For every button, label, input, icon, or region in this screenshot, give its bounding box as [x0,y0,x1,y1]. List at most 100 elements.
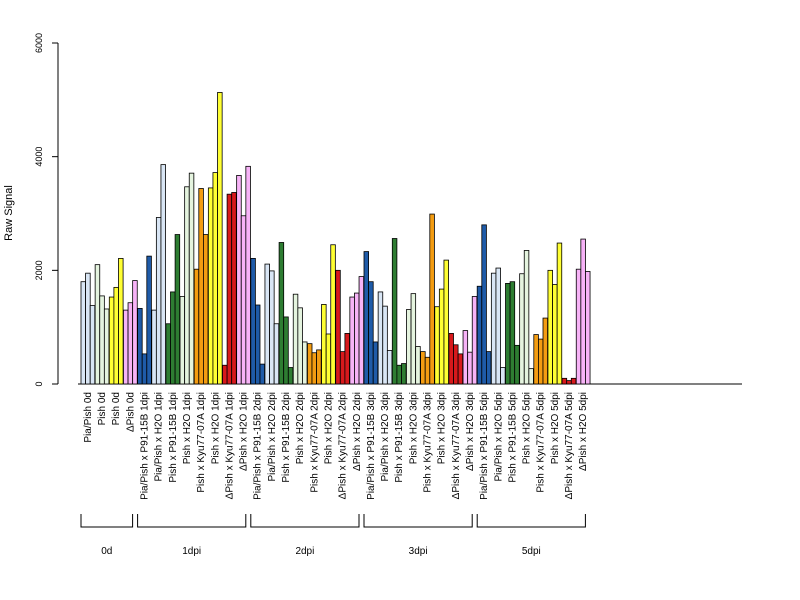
y-tick-label: 4000 [34,147,44,167]
bar [438,288,445,385]
bar [401,363,407,385]
x-tick-label: Pia/Pish x H2O 3dpi [380,392,391,482]
bar [382,305,388,385]
bar [264,263,270,385]
bar [89,305,96,385]
group-label: 5dpi [522,546,541,557]
x-tick-label: Pia/Pish x P91-15B 2dpi [253,392,264,500]
x-tick-label: Pia/Pish x H2O 1dpi [154,392,165,482]
bar [443,259,449,385]
bar [391,238,398,385]
bar [245,165,251,385]
bar [585,271,591,385]
bar [198,188,204,385]
bar [311,352,317,385]
bar [448,333,454,385]
group-label: 3dpi [409,546,428,557]
bars [80,92,591,385]
bar [330,244,336,385]
bar [500,367,506,385]
group-bracket [250,514,360,528]
x-tick-label: ΔPish x H2O 3dpi [465,392,476,471]
bar [99,295,105,385]
x-tick-label: Pish x P91-15B 2dpi [281,392,292,483]
x-tick-label: Pia/Pish x P91-15B 5dpi [479,392,490,500]
bar [202,234,209,385]
bar [222,364,228,385]
bar [372,341,379,385]
bar [429,213,435,385]
bar [471,296,478,385]
bar [434,306,440,385]
bar [231,192,237,385]
bar [547,269,553,385]
x-tick-label: ΔPish x Kyu77-07A 1dpi [224,392,235,499]
bar [297,307,303,385]
bar [358,276,365,385]
x-tick-label: Pish x H2O 2dpi [323,392,334,464]
bar [85,272,91,385]
y-tick-label: 0 [34,381,44,386]
bar [505,283,511,385]
bar [174,234,181,385]
bar [207,187,214,385]
group-bracket [137,514,247,528]
bar [561,377,568,385]
bar [302,341,308,385]
x-tick-label: ΔPish x Kyu77-07A 2dpi [338,392,349,499]
bar [141,353,148,385]
bar [453,344,459,385]
bar [113,286,119,385]
bar [538,338,544,385]
bar [184,186,190,385]
bar [212,172,218,385]
bar [254,304,261,385]
x-tick-label: Pish x H2O 1dpi [210,392,221,464]
bar [406,309,412,385]
bar [236,175,242,385]
x-tick-label: Pish x Kyu77-07A 2dpi [309,392,320,493]
bar [179,296,186,385]
bar [349,296,355,385]
x-tick-labels: Pia/Pish 0d Pish 0d Pish 0d ΔPish 0d Pia/Pis… [83,392,589,500]
x-tick-label: Pia/Pish x H2O 2dpi [267,392,278,482]
x-tick-label: Pia/Pish x P91-15B 1dpi [140,392,151,500]
bar [476,285,483,385]
x-tick-label: Pia/Pish 0d [83,392,94,443]
bar [292,293,299,385]
bar [580,238,586,385]
bar [94,264,101,385]
bar [481,224,487,385]
bar [410,293,417,385]
group-label: 2dpi [295,546,314,557]
bar [344,333,350,385]
y-axis: 0 2000 4000 6000 [34,33,59,387]
bar [523,250,530,385]
bar [325,333,332,385]
x-tick-label: Pish x P91-15B 1dpi [168,392,179,483]
bar [575,268,582,385]
group-bracket [476,514,586,528]
x-tick-label: Pish x Kyu77-07A 5dpi [536,392,547,493]
x-tick-label: Pish x Kyu77-07A 3dpi [423,392,434,493]
bar [118,257,124,385]
bar [514,344,520,385]
group-brackets: 0d 1dpi 2dpi 3dpi 5dpi [80,514,586,557]
x-tick-label: Pish x H2O 5dpi [522,392,533,464]
x-tick-label: Pish x H2O 5dpi [550,392,561,464]
bar [415,346,421,385]
bar [533,334,539,385]
bar [386,350,393,385]
x-tick-label: Pish 0d [97,392,108,425]
bar [462,330,469,385]
bar [137,308,143,385]
bar [108,296,115,385]
bar [250,257,256,385]
bar [424,356,431,385]
bar [226,193,233,385]
group-bracket [363,514,473,528]
bar [306,343,313,385]
bar [170,291,176,385]
bar [160,164,166,385]
